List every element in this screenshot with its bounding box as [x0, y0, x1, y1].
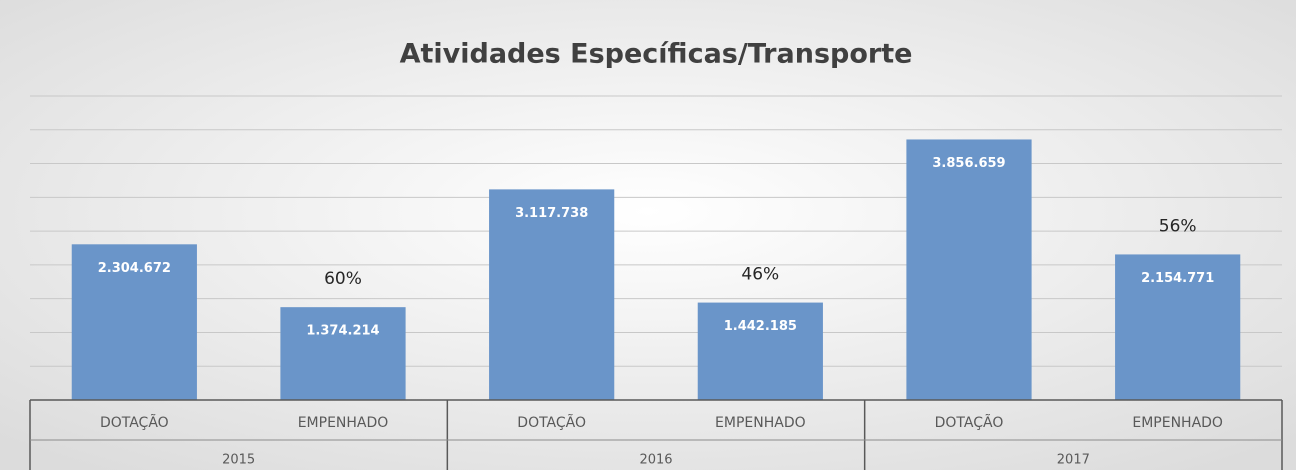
percent-label: 56%: [1159, 216, 1197, 236]
percent-label: 60%: [324, 269, 362, 289]
bar: [1115, 254, 1241, 400]
x-tick-label: DOTAÇÃO: [935, 414, 1004, 431]
bar: [697, 302, 823, 400]
bar: [280, 307, 406, 400]
data-label: 3.117.738: [515, 206, 588, 221]
percent-label: 46%: [741, 265, 779, 285]
data-label: 1.442.185: [724, 319, 797, 334]
x-tick-label: DOTAÇÃO: [100, 414, 169, 431]
chart-title: Atividades Específicas/Transporte: [400, 39, 913, 70]
bar: [489, 189, 615, 400]
x-tick-label: DOTAÇÃO: [517, 414, 586, 431]
data-label: 2.154.771: [1141, 271, 1214, 286]
data-label: 1.374.214: [306, 324, 379, 339]
x-tick-label: EMPENHADO: [1132, 415, 1223, 431]
data-label: 3.856.659: [932, 156, 1005, 171]
bar: [71, 244, 197, 400]
x-tick-label: EMPENHADO: [298, 415, 389, 431]
group-label: 2016: [639, 453, 672, 468]
data-label: 2.304.672: [98, 261, 171, 276]
bar: [906, 139, 1032, 401]
group-label: 2015: [222, 453, 255, 468]
x-tick-label: EMPENHADO: [715, 415, 806, 431]
group-label: 2017: [1057, 453, 1090, 468]
